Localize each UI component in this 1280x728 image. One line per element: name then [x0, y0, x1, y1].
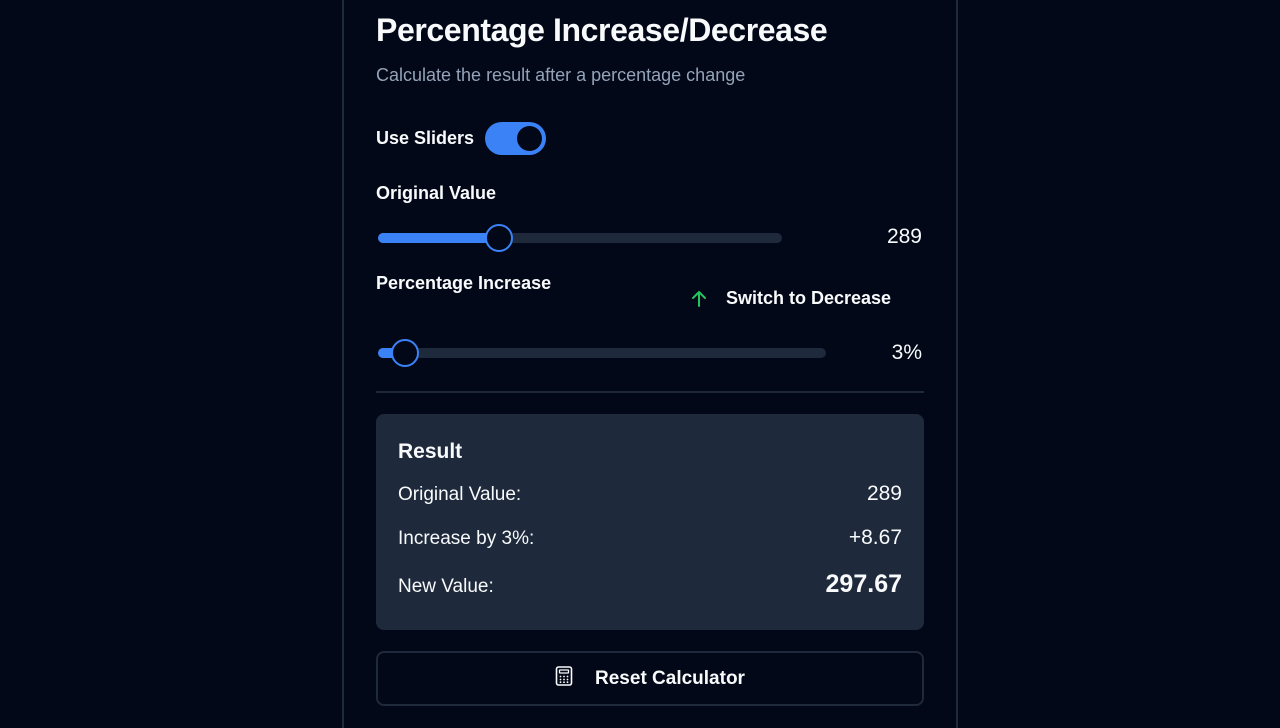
- reset-button-label: Reset Calculator: [595, 667, 745, 689]
- switch-direction-button[interactable]: Switch to Decrease: [690, 288, 891, 309]
- reset-calculator-button[interactable]: Reset Calculator: [376, 651, 924, 706]
- use-sliders-row: Use Sliders: [376, 122, 547, 155]
- divider: [376, 391, 924, 393]
- original-value-readout: 289: [886, 225, 922, 248]
- slider-fill: [378, 233, 499, 243]
- use-sliders-label: Use Sliders: [376, 128, 475, 148]
- slider-thumb[interactable]: [391, 339, 419, 367]
- result-new-value: 297.67: [825, 570, 902, 598]
- calculator-card: Percentage Increase/Decrease Calculate t…: [342, 0, 958, 728]
- toggle-knob: [517, 126, 543, 151]
- use-sliders-toggle[interactable]: [485, 122, 547, 155]
- result-row-label: Original Value:: [398, 484, 522, 505]
- result-row-change: Increase by 3%: +8.67: [398, 526, 902, 550]
- original-value-label: Original Value: [376, 183, 497, 203]
- page-title: Percentage Increase/Decrease: [376, 12, 828, 48]
- result-row-new: New Value: 297.67: [398, 570, 902, 599]
- result-row-label: Increase by 3%:: [398, 528, 535, 549]
- result-panel: Result Original Value: 289 Increase by 3…: [376, 414, 924, 630]
- result-row-value: +8.67: [848, 526, 902, 549]
- slider-thumb[interactable]: [485, 224, 513, 252]
- page-subtitle: Calculate the result after a percentage …: [376, 65, 746, 85]
- percentage-slider[interactable]: [378, 339, 826, 367]
- arrow-up-icon: [690, 290, 708, 308]
- result-row-original: Original Value: 289: [398, 482, 902, 506]
- result-row-value: 289: [866, 482, 902, 505]
- percentage-readout: 3%: [891, 341, 922, 364]
- result-title: Result: [398, 440, 463, 463]
- switch-direction-label: Switch to Decrease: [726, 288, 892, 308]
- calculator-icon: [555, 665, 573, 692]
- result-row-label: New Value:: [398, 576, 494, 597]
- original-value-slider[interactable]: [378, 224, 782, 252]
- percentage-label: Percentage Increase: [376, 273, 552, 293]
